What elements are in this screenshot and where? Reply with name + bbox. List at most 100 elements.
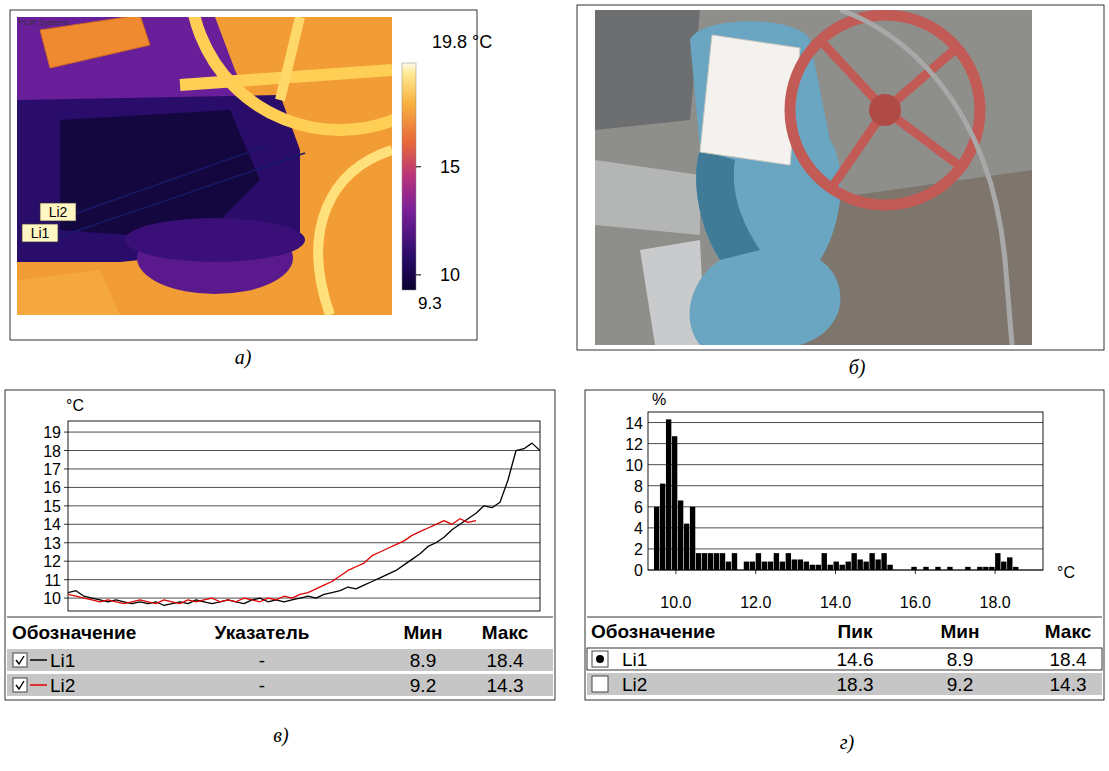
y-tick bbox=[64, 524, 68, 525]
row-checkbox[interactable] bbox=[13, 653, 27, 667]
grid-line bbox=[68, 505, 540, 506]
histogram-bar bbox=[887, 565, 892, 570]
y-tick bbox=[64, 468, 68, 469]
histogram-bar bbox=[696, 553, 701, 570]
plot-frame bbox=[648, 412, 1043, 570]
histogram-bar bbox=[863, 562, 868, 570]
grid-line bbox=[68, 487, 540, 488]
grid-line bbox=[68, 542, 540, 543]
y-tick-label: 4 bbox=[634, 520, 643, 537]
histogram-bar bbox=[881, 553, 886, 570]
histogram-bar bbox=[971, 570, 976, 571]
histogram-bar bbox=[738, 570, 743, 571]
row-selected-dot bbox=[596, 655, 604, 663]
table-rule bbox=[7, 617, 553, 618]
histogram-bar bbox=[929, 570, 934, 571]
series-line bbox=[68, 519, 476, 604]
y-tick bbox=[64, 598, 68, 599]
table-header: Мин bbox=[941, 621, 980, 642]
table-cell: Li1 bbox=[622, 649, 647, 670]
measure-line bbox=[52, 146, 266, 222]
histogram-bar bbox=[780, 562, 785, 570]
y-tick-label: 14 bbox=[625, 415, 643, 432]
table-cell: 8.9 bbox=[410, 650, 436, 671]
photo-region bbox=[595, 160, 700, 235]
histogram-bar bbox=[965, 567, 970, 570]
histogram-bar bbox=[756, 553, 761, 570]
y-tick bbox=[64, 505, 68, 506]
colorbar-tick bbox=[416, 166, 421, 167]
histogram-bar bbox=[654, 507, 659, 570]
panel-frame bbox=[5, 390, 555, 700]
table-header: Мин bbox=[404, 622, 443, 643]
histogram-bar bbox=[899, 570, 904, 571]
legend-swatch bbox=[30, 684, 47, 686]
table-cell: 9.2 bbox=[410, 675, 436, 696]
histogram-bar bbox=[905, 570, 910, 571]
histogram-bar bbox=[923, 567, 928, 570]
row-checkbox[interactable] bbox=[13, 678, 27, 692]
y-tick-label: 10 bbox=[625, 457, 643, 474]
x-tick bbox=[755, 570, 756, 574]
histogram-bar bbox=[959, 570, 964, 571]
y-tick bbox=[64, 542, 68, 543]
grid-line bbox=[648, 548, 1043, 549]
series-line bbox=[68, 443, 540, 605]
histogram-bar bbox=[834, 562, 839, 570]
histogram-bar bbox=[947, 567, 952, 570]
grid-line bbox=[648, 527, 1043, 528]
histogram-bar bbox=[851, 553, 856, 570]
y-axis-title: °C bbox=[66, 397, 84, 414]
checkmark bbox=[16, 656, 24, 664]
x-tick-label: 12.0 bbox=[740, 594, 771, 611]
legend-swatch bbox=[30, 659, 47, 661]
histogram-bar bbox=[983, 567, 988, 570]
thermal-region bbox=[17, 270, 120, 315]
photo-image bbox=[595, 10, 1032, 345]
grid-line bbox=[68, 468, 540, 469]
x-tick bbox=[995, 570, 996, 574]
table-cell: 14.3 bbox=[487, 675, 524, 696]
row-selector[interactable] bbox=[592, 651, 608, 667]
grid-line bbox=[648, 464, 1043, 465]
histogram-bar bbox=[726, 562, 731, 570]
colorbar-tick-label: 10 bbox=[440, 265, 460, 285]
histogram-bar bbox=[762, 562, 767, 570]
table-header: Пик bbox=[838, 621, 873, 642]
y-tick-label: 6 bbox=[634, 499, 643, 516]
y-axis-title: % bbox=[652, 391, 666, 408]
y-tick bbox=[64, 561, 68, 562]
plot-marks bbox=[68, 443, 540, 605]
histogram-bar bbox=[678, 500, 683, 570]
y-tick-label: 12 bbox=[625, 436, 643, 453]
table-header: Макс bbox=[482, 622, 529, 643]
y-tick-label: 8 bbox=[634, 478, 643, 495]
histogram-bar bbox=[816, 565, 821, 570]
histogram-bar bbox=[911, 567, 916, 570]
table-cell: 14.6 bbox=[837, 649, 874, 670]
table-cell: 9.2 bbox=[947, 674, 973, 695]
y-tick-label: 0 bbox=[634, 562, 643, 579]
table-row-bg bbox=[7, 649, 553, 671]
y-tick bbox=[64, 487, 68, 488]
table-row-bg bbox=[7, 674, 553, 696]
x-tick-label: 10.0 bbox=[660, 594, 691, 611]
histogram-bar bbox=[935, 567, 940, 570]
histogram-bar bbox=[857, 559, 862, 570]
table-header: Указатель bbox=[215, 622, 310, 643]
brand-label: FLIR Systems bbox=[19, 18, 69, 27]
histogram-bar bbox=[672, 436, 677, 570]
row-selector[interactable] bbox=[592, 676, 608, 692]
grid-line bbox=[68, 579, 540, 580]
histogram-bar bbox=[840, 565, 845, 570]
y-tick-label: 11 bbox=[44, 572, 61, 589]
photo-cable bbox=[840, 10, 1012, 345]
histogram-bar bbox=[690, 507, 695, 570]
photo-background bbox=[595, 10, 1032, 345]
measure-line bbox=[50, 153, 305, 240]
panel-frame bbox=[585, 390, 1104, 700]
y-tick-label: 18 bbox=[43, 443, 61, 460]
table-cell: Li2 bbox=[622, 674, 647, 695]
photo-handwheel-hub bbox=[869, 94, 901, 126]
line-tag: Li2 bbox=[49, 204, 68, 220]
